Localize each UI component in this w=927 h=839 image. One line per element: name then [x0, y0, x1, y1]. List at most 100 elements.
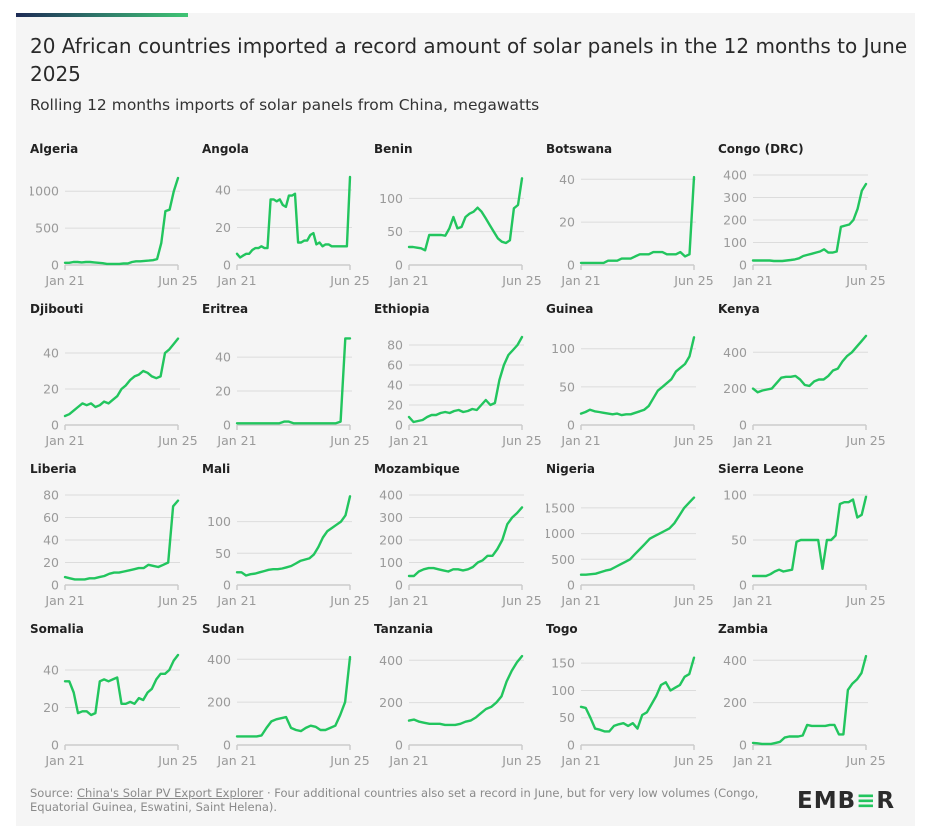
panel-togo: Togo 0 50 100 150 Jan 21 Jun 25	[546, 622, 718, 782]
panel-chart: 0 20 40 60 80 Jan 21 Jun 25	[43, 488, 198, 609]
panel-title: Sierra Leone	[718, 462, 804, 476]
panel-chart: 0 200 400 Jan 21 Jun 25	[207, 652, 370, 768]
panel-title: Tanzania	[374, 622, 434, 636]
y-tick-label: 400	[207, 652, 231, 667]
panel-chart: 0 200 400 Jan 21 Jun 25	[723, 653, 886, 768]
x-tick-label: Jun 25	[673, 433, 713, 448]
y-tick-label: 50	[559, 379, 575, 394]
series-line	[235, 655, 352, 738]
y-tick-label: 0	[51, 258, 59, 273]
series-line	[63, 337, 180, 418]
panel-title: Mali	[202, 462, 231, 476]
y-tick-label: 0	[739, 578, 747, 593]
x-tick-label: Jun 25	[329, 433, 369, 448]
panel-chart: 0 50 100 Jan 21 Jun 25	[207, 495, 370, 608]
panel-ethiopia: Ethiopia 0 20 40 60 80 Jan 21 Jun 25	[374, 302, 546, 462]
panel-title: Nigeria	[546, 462, 596, 476]
panel-title: Zambia	[718, 622, 769, 636]
y-tick-label: 50	[731, 533, 747, 548]
panel-chart: 0 200 400 Jan 21 Jun 25	[723, 334, 886, 448]
y-tick-label: 0	[567, 258, 575, 273]
panel-somalia: Somalia 0 20 40 Jan 21 Jun 25	[30, 622, 202, 782]
panel-liberia: Liberia 0 20 40 60 80 Jan 21 Jun 25	[30, 462, 202, 622]
x-tick-label: Jan 21	[388, 753, 428, 768]
panel-chart: 0 100 200 300 400 Jan 21 Jun 25	[723, 168, 886, 289]
x-tick-label: Jun 25	[501, 273, 541, 288]
x-tick-label: Jun 25	[673, 593, 713, 608]
ember-logo: EMB≡R	[797, 788, 896, 814]
x-tick-label: Jan 21	[44, 433, 84, 448]
panel-kenya: Kenya 0 200 400 Jan 21 Jun 25	[718, 302, 890, 462]
y-tick-label: 0	[567, 578, 575, 593]
y-tick-label: 100	[723, 235, 747, 250]
y-tick-label: 0	[223, 418, 231, 433]
panel-chart: 0 20 40 Jan 21 Jun 25	[43, 653, 198, 768]
y-tick-label: 100	[207, 514, 231, 529]
x-tick-label: Jun 25	[329, 753, 369, 768]
panel-title: Kenya	[718, 302, 760, 316]
series-line	[751, 182, 868, 263]
x-tick-label: Jun 25	[845, 753, 885, 768]
series-line	[63, 176, 180, 266]
y-tick-label: 200	[723, 381, 747, 396]
source-link[interactable]: China's Solar PV Export Explorer	[77, 786, 264, 800]
x-tick-label: Jan 21	[388, 593, 428, 608]
chart-subtitle: Rolling 12 months imports of solar panel…	[30, 96, 540, 114]
source-prefix: Source:	[30, 786, 78, 800]
panel-chart: 0 20 40 60 80 Jan 21 Jun 25	[387, 335, 542, 448]
x-tick-label: Jan 21	[732, 433, 772, 448]
series-line	[407, 335, 524, 424]
y-tick-label: 200	[379, 533, 403, 548]
x-tick-label: Jun 25	[673, 273, 713, 288]
panel-chart: 0 500 1000 Jan 21 Jun 25	[30, 176, 198, 288]
panel-tanzania: Tanzania 0 200 400 Jan 21 Jun 25	[374, 622, 546, 782]
y-tick-label: 0	[223, 258, 231, 273]
x-tick-label: Jan 21	[216, 753, 256, 768]
panel-title: Algeria	[30, 142, 79, 156]
series-line	[407, 177, 524, 252]
panel-chart: 0 100 200 300 400 Jan 21 Jun 25	[379, 488, 542, 609]
series-line	[579, 656, 696, 733]
y-tick-label: 20	[43, 555, 59, 570]
series-line	[235, 495, 352, 577]
x-tick-label: Jan 21	[560, 753, 600, 768]
x-tick-label: Jun 25	[329, 273, 369, 288]
panel-title: Benin	[374, 142, 413, 156]
y-tick-label: 500	[551, 552, 575, 567]
x-tick-label: Jan 21	[732, 753, 772, 768]
panel-mozambique: Mozambique 0 100 200 300 400 Jan 21 Jun 25	[374, 462, 546, 622]
panel-botswana: Botswana 0 20 40 Jan 21 Jun 25	[546, 142, 718, 302]
y-tick-label: 100	[723, 488, 747, 503]
x-tick-label: Jan 21	[216, 273, 256, 288]
x-tick-label: Jun 25	[501, 753, 541, 768]
accent-bar	[16, 13, 188, 17]
panel-chart: 0 20 40 Jan 21 Jun 25	[215, 175, 370, 288]
panel-sierra-leone: Sierra Leone 0 50 100 Jan 21 Jun 25	[718, 462, 890, 622]
y-tick-label: 0	[51, 418, 59, 433]
y-tick-label: 1000	[546, 526, 575, 541]
panel-title: Congo (DRC)	[718, 142, 804, 156]
y-tick-label: 400	[379, 653, 403, 668]
y-tick-label: 200	[379, 695, 403, 710]
x-tick-label: Jun 25	[157, 753, 197, 768]
x-tick-label: Jun 25	[157, 593, 197, 608]
chart-card	[16, 13, 915, 826]
panel-title: Sudan	[202, 622, 245, 636]
y-tick-label: 50	[387, 224, 403, 239]
y-tick-label: 100	[379, 555, 403, 570]
y-tick-label: 40	[215, 183, 231, 198]
panel-djibouti: Djibouti 0 20 40 Jan 21 Jun 25	[30, 302, 202, 462]
panel-chart: 0 50 100 Jan 21 Jun 25	[551, 336, 714, 448]
y-tick-label: 50	[559, 710, 575, 725]
y-tick-label: 20	[43, 700, 59, 715]
y-tick-label: 300	[379, 510, 403, 525]
y-tick-label: 300	[723, 190, 747, 205]
panel-congo-drc: Congo (DRC) 0 100 200 300 400 Jan 21 Jun 25	[718, 142, 890, 302]
y-tick-label: 100	[551, 341, 575, 356]
x-tick-label: Jan 21	[388, 433, 428, 448]
panel-chart: 0 50 100 Jan 21 Jun 25	[379, 177, 542, 288]
panel-title: Djibouti	[30, 302, 84, 316]
y-tick-label: 400	[723, 653, 747, 668]
panel-benin: Benin 0 50 100 Jan 21 Jun 25	[374, 142, 546, 302]
y-tick-label: 20	[559, 215, 575, 230]
